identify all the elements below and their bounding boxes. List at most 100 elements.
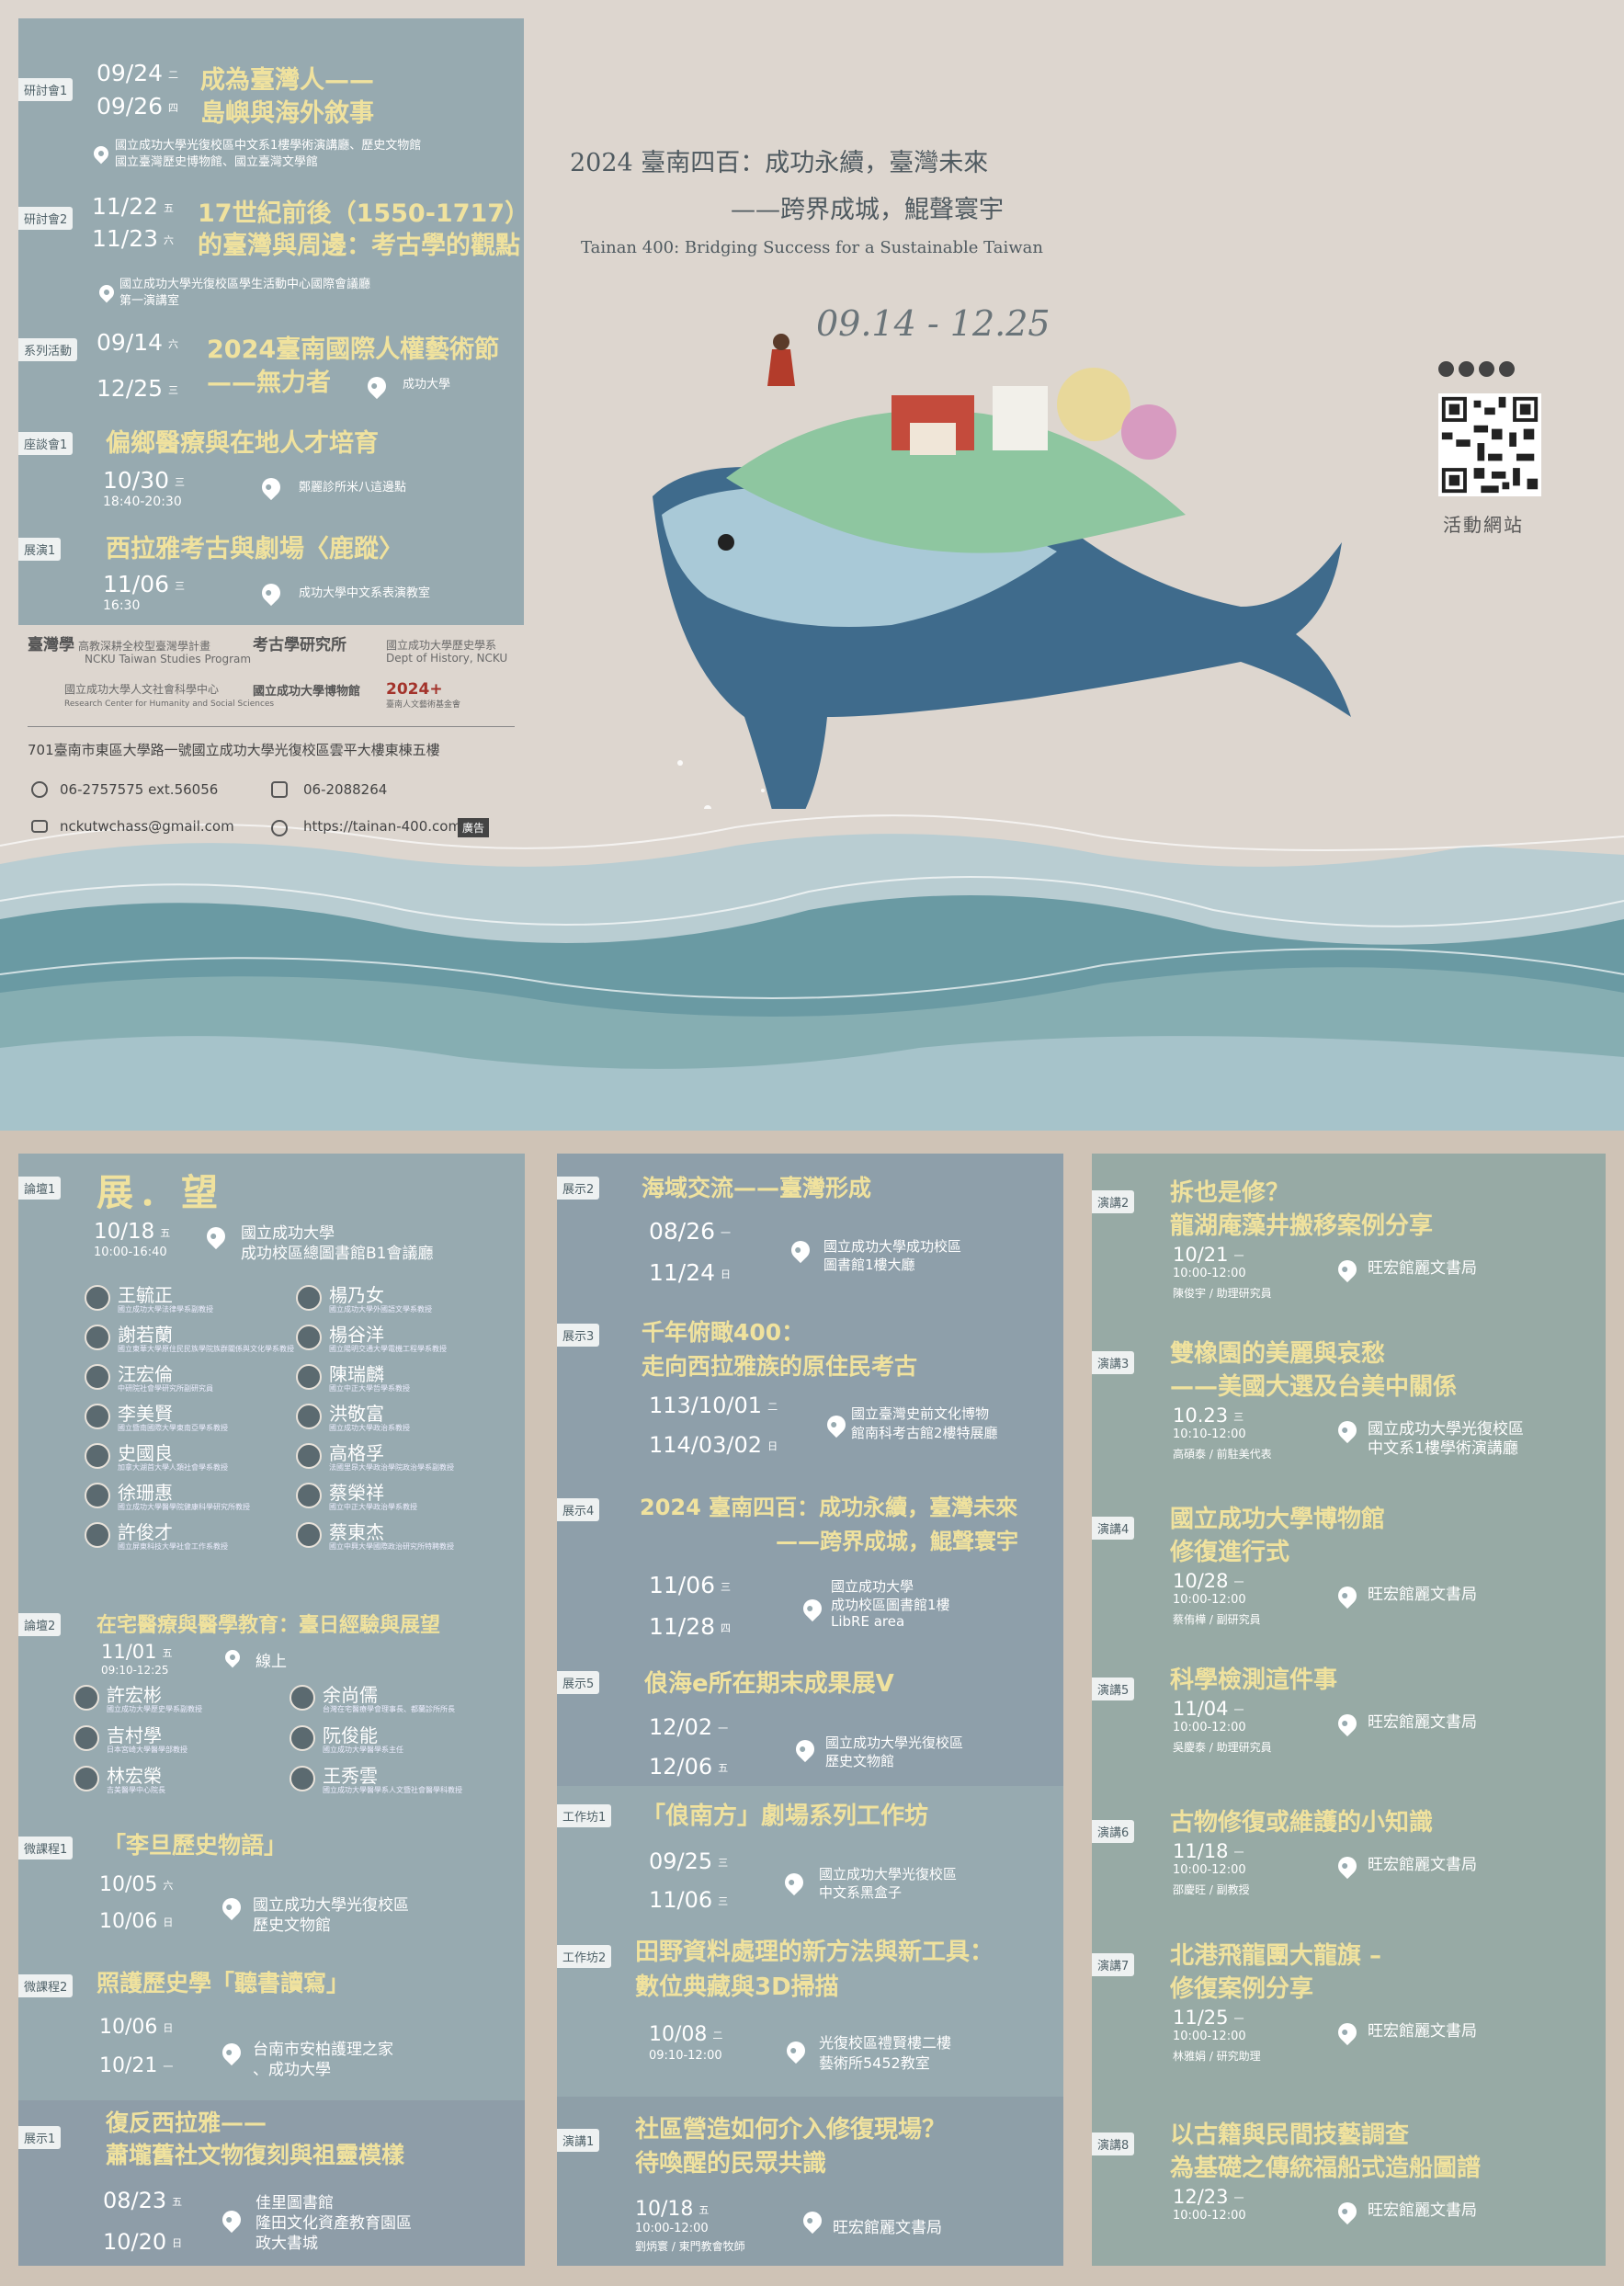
ad-badge: 廣告 [458,818,490,837]
location-pin-icon [1334,2198,1361,2225]
speaker-avatar [296,1325,322,1350]
exhibition-2: 展示2 海域交流——臺灣形成 08/26 一 11/24 日 國立成功大學成功校區 … [557,1154,1063,1301]
event-tag: 工作坊2 [557,1945,612,1968]
event-tag: 微課程2 [18,1974,74,1997]
speaker-name: 王秀雲 [323,1765,378,1787]
event-venue-line1: 旺宏館麗文書局 [1368,1586,1477,1604]
speaker-avatar [296,1522,322,1548]
location-pin-icon [1334,1416,1361,1444]
event-venue-line1: 旺宏館麗文書局 [1368,2022,1477,2041]
event-title-line1: 以古籍與民間技藝調查 [1170,2121,1410,2149]
talk-item: 演講3 雙橡園的美麗與哀愁 ——美國大選及台美中關係 10.23 三 10:10-12:0… [1092,1314,1606,1471]
event-tag: 微課程1 [18,1837,74,1860]
location-pin-icon [221,1646,244,1668]
contact-email[interactable]: nckutwchass@gmail.com [60,818,234,835]
speaker-avatar [85,1285,110,1311]
speaker-avatar [74,1766,99,1791]
forum-title: 展．望 [97,1172,223,1214]
event-tag: 論壇2 [18,1613,62,1636]
location-pin-icon [1334,1256,1361,1283]
micro-course-1: 微課程1 「李旦歷史物語」 10/05 六 10/06 日 國立成功大學光復校區 歷… [18,1814,525,1942]
forum-venue-line2: 成功校區總圖書館B1會議廳 [241,1245,434,1263]
event-venue-line1: 國立成功大學光復校區學生活動中心國際會議廳 [119,278,371,291]
youtube-icon[interactable] [1459,361,1474,377]
contact-website[interactable]: https://tainan-400.com [303,818,462,835]
event-start-date: 08/26 一 [649,1218,732,1245]
exhibition-3: 展示3 千年俯瞰400： 走向西拉雅族的原住民考古 113/10/01 二 114… [557,1301,1063,1466]
speaker-name: 汪宏倫 [118,1363,173,1385]
social-links [1438,361,1519,381]
event-tag: 演講3 [1092,1351,1135,1374]
speaker-role: 加拿大湖首大學人類社會學系教授 [118,1463,228,1472]
event-title-line2: 蕭壠舊社文物復刻與祖靈模樣 [106,2142,405,2168]
event-title-line1: 千年俯瞰400： [642,1319,805,1346]
event-tag: 演講1 [557,2129,600,2152]
podcast-icon[interactable] [1499,361,1515,377]
event-start-date: 11/06 三 [649,1572,732,1598]
speaker-role: 國立中興大學國際政治研究所特聘教授 [329,1542,454,1551]
event-title-line1: 北港飛龍團大龍旗 – [1170,1942,1382,1970]
event-title-line1: 2024 臺南四百：成功永續，臺灣未來 [640,1495,1018,1520]
speaker-name: 林宏榮 [107,1765,162,1787]
sea-illustration [0,809,1624,1131]
event-title: 照護歷史學「聽書讀寫」 [97,1970,350,1996]
events-column-3: 演講2 拆也是修？ 龍湖庵藻井搬移案例分享 10/21 一 10:00-12:00 陳俊宇 … [1092,1154,1606,2266]
facebook-icon[interactable] [1438,361,1454,377]
speaker-name: 徐珊惠 [118,1482,173,1504]
event-title: 「李旦歷史物語」 [103,1832,288,1859]
globe-icon [271,820,288,836]
forum-date: 10/18 五 [94,1220,171,1244]
speaker-role: 國立陽明交通大學電機工程學系教授 [329,1345,447,1353]
event-date: 11/06 三 [103,571,186,597]
speaker-name: 陳瑞麟 [329,1363,384,1385]
location-pin-icon [799,2207,826,2235]
event-venue-line1: 國立臺灣史前文化博物 [851,1405,990,1422]
poster-title-line1: 2024 臺南四百：成功永續，臺灣未來 [570,149,989,177]
event-venue-line1: 光復校區禮賢樓二樓 [819,2034,952,2052]
event-title-line1: 2024臺南國際人權藝術節 [207,336,500,364]
speaker-avatar [290,1766,315,1791]
event-tag: 演講7 [1092,1953,1135,1976]
event-date: 10/21 一 [1173,1244,1244,1266]
location-pin-icon [202,1223,230,1250]
event-venue-line2: 歷史文物館 [825,1753,895,1769]
speaker-role: 國立成功大學醫學院健康科學研究所教授 [118,1503,250,1511]
speaker-avatar [85,1364,110,1390]
forum-title: 在宅醫療與醫學教育：臺日經驗與展望 [97,1614,441,1637]
event-title-line1: 17世紀前後（1550-1717） [198,199,530,228]
speaker-avatar [290,1685,315,1711]
speaker: 陳俊宇 / 助理研究員 [1173,1287,1272,1300]
speaker: 蔡侑樺 / 副研究員 [1173,1613,1261,1626]
talk-1: 演講1 社區營造如何介入修復現場？ 待喚醒的民眾共識 10/18 五 10:00-… [557,2097,1063,2266]
speaker-avatar [85,1325,110,1350]
event-date-range: 09.14 - 12.25 [816,303,1050,344]
event-title-line1: 田野資料處理的新方法與新工具： [635,1939,994,1966]
event-date: 10/08 二 [649,2023,723,2046]
location-pin-icon [363,372,391,400]
event-venue: 旺宏館麗文書局 [833,2219,942,2237]
speaker-role: 國立中正大學哲學系教授 [329,1384,410,1393]
event-venue-line2: 圖書館1樓大廳 [823,1257,915,1273]
event-end-date: 09/26 四 [97,93,179,119]
event-venue-line1: 旺宏館麗文書局 [1368,1713,1477,1732]
event-tag: 研討會1 [18,78,74,101]
event-start-date: 10/05 六 [99,1873,174,1896]
event-title-line1: 拆也是修？ [1170,1179,1290,1207]
speaker-name: 許宏彬 [107,1684,162,1706]
instagram-icon[interactable] [1479,361,1494,377]
event-venue-line2: 中文系黑盒子 [819,1884,903,1901]
fax-icon [271,781,288,798]
speaker-name: 蔡榮祥 [329,1482,384,1504]
event-start-date: 113/10/01 二 [649,1393,778,1418]
qr-code[interactable] [1438,393,1541,496]
speaker-name: 高格孚 [329,1442,384,1464]
location-pin-icon [823,1411,850,1439]
speaker-name: 楊谷洋 [329,1324,384,1346]
event-end-date: 11/06 三 [649,1887,729,1913]
event-venue-line1: 佳里圖書館 [256,2194,334,2212]
event-venue-line1: 旺宏館麗文書局 [1368,2201,1477,2220]
event-tag: 演講4 [1092,1517,1135,1540]
logo-archaeology-institute: 考古學研究所 [253,636,346,654]
speaker: 劉炳寰 / 東門教會牧師 [635,2240,745,2253]
event-title-line2: 待喚醒的民眾共識 [635,2150,827,2178]
